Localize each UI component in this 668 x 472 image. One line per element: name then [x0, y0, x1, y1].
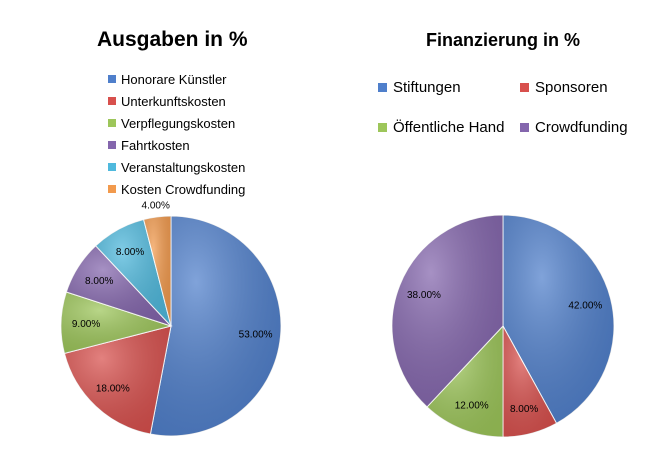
legend-swatch [108, 185, 116, 193]
legend-item-fahrt: Fahrtkosten [108, 134, 245, 156]
legend-label: Crowdfunding [535, 119, 628, 136]
ausgaben-data-label-4: 8.00% [116, 247, 144, 258]
pie-finanzierung: 42.00% 8.00% 12.00% 38.00% [391, 214, 615, 438]
finanzierung-slice-shade-1 [503, 326, 557, 437]
legend-label: Fahrtkosten [121, 137, 190, 153]
legend-item-sponsoren: Sponsoren [520, 79, 608, 96]
ausgaben-data-label-0: 53.00% [239, 329, 273, 340]
legend-swatch [378, 83, 387, 92]
legend-item-stiftungen: Stiftungen [378, 79, 461, 96]
finanzierung-data-label-1: 8.00% [510, 404, 538, 415]
finanzierung-data-label-0: 42.00% [568, 300, 602, 311]
finanzierung-slice-shade-3 [391, 215, 503, 407]
legend-swatch [108, 119, 116, 127]
pie-ausgaben: 53.00% 18.00% 9.00% 8.00% 8.00% 4.00% [60, 200, 282, 437]
ausgaben-data-label-3: 8.00% [85, 276, 113, 287]
chart-title-finanzierung: Finanzierung in % [426, 30, 581, 50]
legend-swatch [520, 123, 529, 132]
finanzierung-slice-shade-2 [427, 326, 503, 437]
ausgaben-data-label-2: 9.00% [72, 319, 100, 330]
legend-item-oeffentliche-hand: Öffentliche Hand [378, 119, 504, 136]
finanzierung-data-label-2: 12.00% [455, 401, 489, 412]
legend-item-veranstaltung: Veranstaltungskosten [108, 156, 245, 178]
legend-label: Öffentliche Hand [393, 119, 505, 136]
legend-label: Stiftungen [393, 79, 461, 96]
legend-item-crowdfunding-kosten: Kosten Crowdfunding [108, 178, 245, 200]
legend-swatch [108, 75, 116, 83]
legend-label: Honorare Künstler [121, 71, 227, 87]
legend-swatch [108, 163, 116, 171]
ausgaben-slice-shade-2 [60, 292, 172, 354]
legend-label: Verpflegungskosten [121, 115, 236, 131]
legend-swatch [108, 97, 116, 105]
ausgaben-data-label-1: 18.00% [96, 383, 130, 394]
finanzierung-data-label-3: 38.00% [407, 290, 441, 301]
legend-label: Veranstaltungskosten [121, 159, 246, 175]
finanzierung-slice-shade-0 [503, 215, 615, 424]
ausgaben-slice-shade-4 [95, 219, 171, 326]
chart-title-ausgaben: Ausgaben in % [97, 28, 248, 51]
legend-label: Kosten Crowdfunding [121, 181, 246, 197]
legend-swatch [520, 83, 529, 92]
ausgaben-slice-shade-0 [150, 216, 281, 436]
ausgaben-data-label-5: 4.00% [142, 200, 170, 211]
legend-item-verpflegung: Verpflegungskosten [108, 112, 245, 134]
legend-swatch [378, 123, 387, 132]
ausgaben-slice-shade-1 [64, 326, 171, 435]
legend-item-honorare: Honorare Künstler [108, 68, 245, 90]
legend-swatch [108, 141, 116, 149]
ausgaben-slice-shade-3 [66, 245, 171, 326]
legend-ausgaben: Honorare Künstler Unterkunftskosten Verp… [108, 68, 245, 200]
legend-label: Sponsoren [535, 79, 608, 96]
ausgaben-slice-shade-5 [143, 216, 171, 326]
legend-item-crowdfunding: Crowdfunding [520, 119, 628, 136]
legend-item-unterkunft: Unterkunftskosten [108, 90, 245, 112]
legend-label: Unterkunftskosten [121, 93, 226, 109]
